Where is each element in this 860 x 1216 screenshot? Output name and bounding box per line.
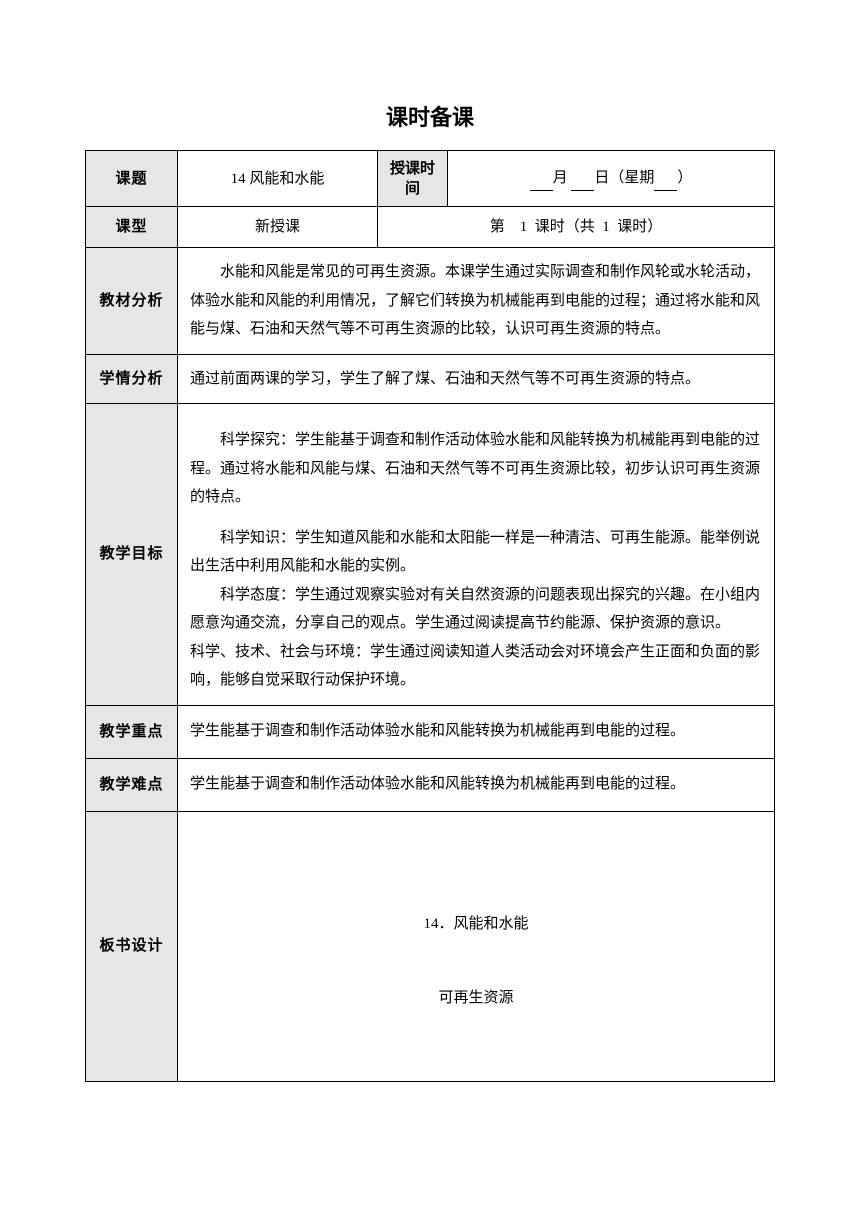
cell-student-analysis: 通过前面两课的学习，学生了解了煤、石油和天然气等不可再生资源的特点。 bbox=[178, 354, 775, 404]
cell-material-analysis: 水能和风能是常见的可再生资源。本课学生通过实际调查和制作风轮或水轮活动，体验水能… bbox=[178, 248, 775, 355]
row-key-point: 教学重点 学生能基于调查和制作活动体验水能和风能转换为机械能再到电能的过程。 bbox=[86, 705, 775, 758]
difficult-point-text: 学生能基于调查和制作活动体验水能和风能转换为机械能再到电能的过程。 bbox=[190, 770, 762, 799]
cell-period: 第 1 课时（共 1 课时） bbox=[378, 207, 775, 248]
goal-p4: 科学、技术、社会与环境：学生通过阅读知道人类活动会对环境会产生正面和负面的影响，… bbox=[190, 638, 762, 695]
lesson-plan-table: 课题 14 风能和水能 授课时间 月 日（星期 ） 课型 新授课 第 1 课时（… bbox=[85, 150, 775, 1082]
date-suffix: ） bbox=[677, 170, 692, 186]
label-teach-time: 授课时间 bbox=[378, 151, 448, 207]
material-analysis-text: 水能和风能是常见的可再生资源。本课学生通过实际调查和制作风轮或水轮活动，体验水能… bbox=[190, 258, 762, 344]
cell-board-design: 14．风能和水能 可再生资源 bbox=[178, 811, 775, 1081]
period-mid: 课时（共 bbox=[535, 219, 595, 235]
key-point-text: 学生能基于调查和制作活动体验水能和风能转换为机械能再到电能的过程。 bbox=[190, 717, 762, 746]
month-label: 月 bbox=[553, 170, 568, 186]
row-class-type: 课型 新授课 第 1 课时（共 1 课时） bbox=[86, 207, 775, 248]
period-num-1: 1 bbox=[520, 219, 528, 235]
label-student-analysis: 学情分析 bbox=[86, 354, 178, 404]
cell-teach-goal: 科学探究：学生能基于调查和制作活动体验水能和风能转换为机械能再到电能的过程。通过… bbox=[178, 404, 775, 706]
label-material-analysis: 教材分析 bbox=[86, 248, 178, 355]
period-num-2: 1 bbox=[602, 219, 610, 235]
board-title-text: 14．风能和水能 bbox=[190, 912, 762, 936]
board-sub-text: 可再生资源 bbox=[190, 986, 762, 1010]
month-blank bbox=[530, 166, 553, 191]
label-key-point: 教学重点 bbox=[86, 705, 178, 758]
cell-topic-value: 14 风能和水能 bbox=[178, 151, 378, 207]
teach-time-text: 授课时间 bbox=[390, 160, 435, 197]
cell-date: 月 日（星期 ） bbox=[448, 151, 775, 207]
row-board-design: 板书设计 14．风能和水能 可再生资源 bbox=[86, 811, 775, 1081]
row-student-analysis: 学情分析 通过前面两课的学习，学生了解了煤、石油和天然气等不可再生资源的特点。 bbox=[86, 354, 775, 404]
day-blank bbox=[571, 166, 594, 191]
label-difficult-point: 教学难点 bbox=[86, 758, 178, 811]
goal-p2: 科学知识：学生知道风能和水能和太阳能一样是一种清洁、可再生能源。能举例说出生活中… bbox=[190, 524, 762, 581]
row-topic: 课题 14 风能和水能 授课时间 月 日（星期 ） bbox=[86, 151, 775, 207]
weekday-blank bbox=[654, 166, 677, 191]
day-label: 日（星期 bbox=[594, 170, 654, 186]
period-prefix: 第 bbox=[490, 219, 505, 235]
goal-p1: 科学探究：学生能基于调查和制作活动体验水能和风能转换为机械能再到电能的过程。通过… bbox=[190, 426, 762, 512]
label-topic: 课题 bbox=[86, 151, 178, 207]
cell-key-point: 学生能基于调查和制作活动体验水能和风能转换为机械能再到电能的过程。 bbox=[178, 705, 775, 758]
label-class-type: 课型 bbox=[86, 207, 178, 248]
row-material-analysis: 教材分析 水能和风能是常见的可再生资源。本课学生通过实际调查和制作风轮或水轮活动… bbox=[86, 248, 775, 355]
student-analysis-text: 通过前面两课的学习，学生了解了煤、石油和天然气等不可再生资源的特点。 bbox=[190, 365, 762, 394]
row-difficult-point: 教学难点 学生能基于调查和制作活动体验水能和风能转换为机械能再到电能的过程。 bbox=[86, 758, 775, 811]
label-board-design: 板书设计 bbox=[86, 811, 178, 1081]
goal-p3: 科学态度：学生通过观察实验对有关自然资源的问题表现出探究的兴趣。在小组内愿意沟通… bbox=[190, 581, 762, 638]
cell-difficult-point: 学生能基于调查和制作活动体验水能和风能转换为机械能再到电能的过程。 bbox=[178, 758, 775, 811]
row-teach-goal: 教学目标 科学探究：学生能基于调查和制作活动体验水能和风能转换为机械能再到电能的… bbox=[86, 404, 775, 706]
label-teach-goal: 教学目标 bbox=[86, 404, 178, 706]
cell-class-type-value: 新授课 bbox=[178, 207, 378, 248]
page-title: 课时备课 bbox=[85, 100, 775, 135]
period-suffix: 课时） bbox=[617, 219, 662, 235]
